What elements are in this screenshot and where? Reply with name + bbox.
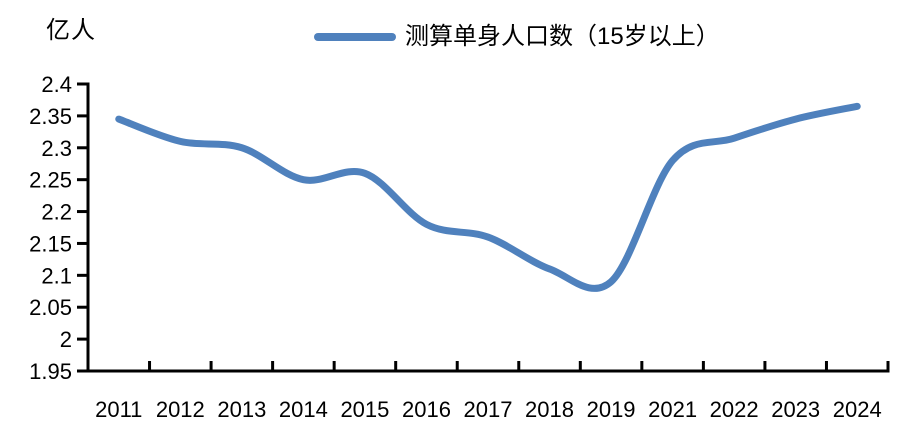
x-tick-label: 2016 <box>402 397 451 422</box>
x-tick-label: 2017 <box>464 397 513 422</box>
x-tick-label: 2015 <box>340 397 389 422</box>
x-tick-label: 2018 <box>525 397 574 422</box>
y-tick-label: 2.35 <box>29 104 72 129</box>
x-tick-label: 2021 <box>648 397 697 422</box>
y-tick-label: 2.05 <box>29 295 72 320</box>
y-tick-label: 2.15 <box>29 231 72 256</box>
y-tick-label: 1.95 <box>29 359 72 384</box>
x-tick-label: 2023 <box>771 397 820 422</box>
x-tick-label: 2012 <box>156 397 205 422</box>
x-tick-label: 2014 <box>279 397 328 422</box>
y-axis-unit-label: 亿人 <box>46 17 96 44</box>
y-tick-label: 2.1 <box>41 263 72 288</box>
x-tick-label: 2013 <box>217 397 266 422</box>
x-tick-label: 2022 <box>710 397 759 422</box>
y-tick-label: 2 <box>60 327 72 352</box>
data-line-single-population <box>115 102 861 292</box>
y-tick-label: 2.4 <box>41 72 72 97</box>
x-tick-label: 2011 <box>95 397 142 422</box>
legend-label: 测算单身人口数（15岁以上） <box>405 23 720 50</box>
y-tick-label: 2.25 <box>29 168 72 193</box>
x-tick-label: 2024 <box>833 397 882 422</box>
y-tick-label: 2.3 <box>41 136 72 161</box>
y-tick-label: 2.2 <box>41 200 72 225</box>
x-tick-label: 2019 <box>587 397 636 422</box>
legend: 测算单身人口数（15岁以上） <box>314 24 720 50</box>
legend-line-swatch <box>314 33 396 41</box>
